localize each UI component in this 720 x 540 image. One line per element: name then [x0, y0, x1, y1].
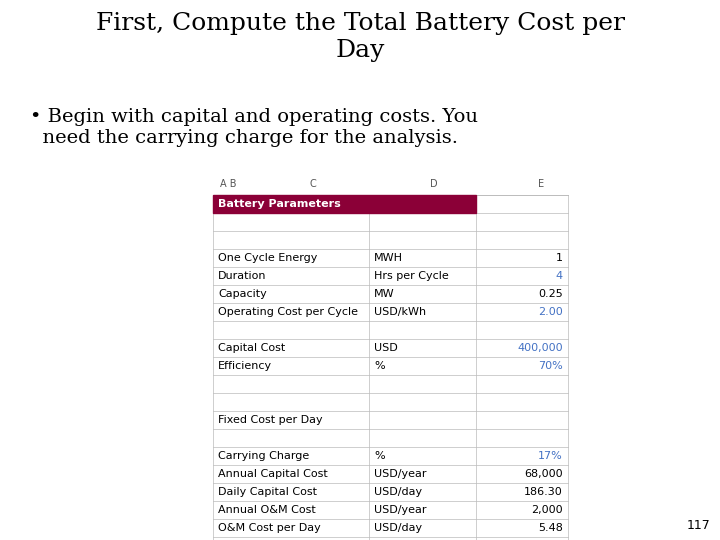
Text: USD/day: USD/day [374, 487, 423, 497]
Text: Annual Capital Cost: Annual Capital Cost [218, 469, 328, 479]
Text: 4: 4 [556, 271, 563, 281]
Text: Carrying Charge: Carrying Charge [218, 451, 310, 461]
Text: One Cycle Energy: One Cycle Energy [218, 253, 318, 263]
Text: Fixed Cost per Day: Fixed Cost per Day [218, 415, 323, 425]
Text: 17%: 17% [539, 451, 563, 461]
Text: A B: A B [220, 179, 236, 189]
Text: %: % [374, 451, 384, 461]
Text: 117: 117 [686, 519, 710, 532]
Text: • Begin with capital and operating costs. You
  need the carrying charge for the: • Begin with capital and operating costs… [30, 108, 478, 147]
Bar [213, 195, 476, 213]
Text: E: E [538, 179, 544, 189]
Text: Daily Capital Cost: Daily Capital Cost [218, 487, 317, 497]
Text: Capital Cost: Capital Cost [218, 343, 285, 353]
Text: 68,000: 68,000 [524, 469, 563, 479]
Text: Annual O&M Cost: Annual O&M Cost [218, 505, 316, 515]
Text: 186.30: 186.30 [524, 487, 563, 497]
Text: USD/kWh: USD/kWh [374, 307, 426, 317]
Text: 400,000: 400,000 [518, 343, 563, 353]
Text: 2.00: 2.00 [539, 307, 563, 317]
Text: Efficiency: Efficiency [218, 361, 272, 371]
Text: USD/year: USD/year [374, 505, 427, 515]
Text: 1: 1 [556, 253, 563, 263]
Text: USD: USD [374, 343, 398, 353]
Text: Battery Parameters: Battery Parameters [218, 199, 341, 209]
Text: C: C [310, 179, 317, 189]
Text: O&M Cost per Day: O&M Cost per Day [218, 523, 320, 533]
Text: 70%: 70% [539, 361, 563, 371]
Text: 2,000: 2,000 [531, 505, 563, 515]
Text: 0.25: 0.25 [539, 289, 563, 299]
Text: USD/day: USD/day [374, 523, 423, 533]
Text: MW: MW [374, 289, 395, 299]
Text: First, Compute the Total Battery Cost per
Day: First, Compute the Total Battery Cost pe… [96, 12, 624, 62]
Text: Hrs per Cycle: Hrs per Cycle [374, 271, 449, 281]
Text: MWH: MWH [374, 253, 403, 263]
Text: USD/year: USD/year [374, 469, 427, 479]
Text: %: % [374, 361, 384, 371]
Text: D: D [430, 179, 438, 189]
Text: 5.48: 5.48 [538, 523, 563, 533]
Text: Operating Cost per Cycle: Operating Cost per Cycle [218, 307, 358, 317]
Text: Duration: Duration [218, 271, 266, 281]
Text: Capacity: Capacity [218, 289, 266, 299]
